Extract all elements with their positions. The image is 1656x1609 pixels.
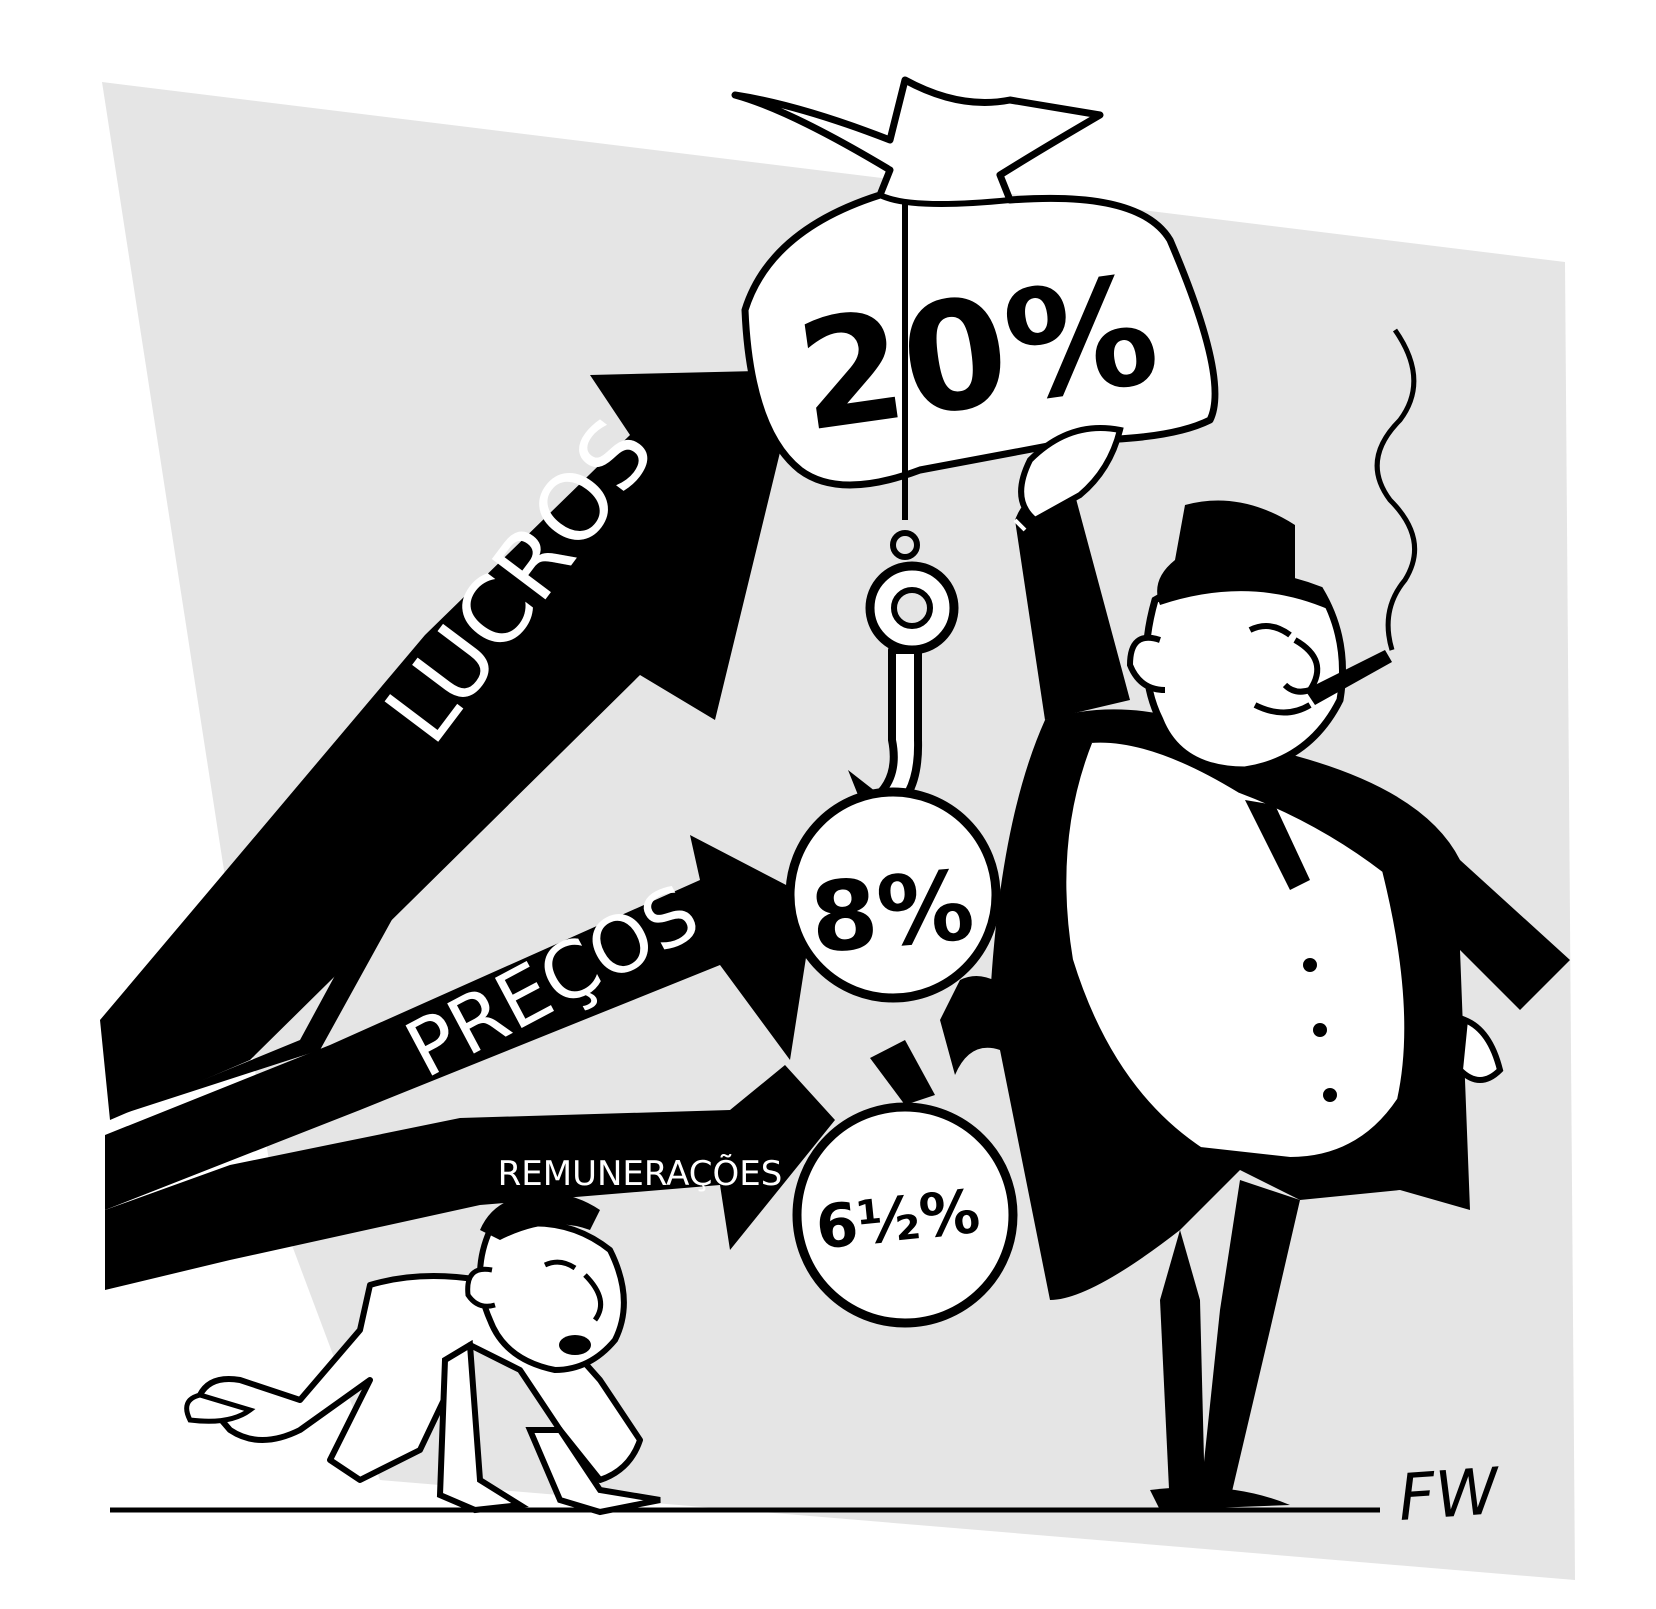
remuneracoes-arrow — [105, 1065, 835, 1290]
worker-figure — [184, 1194, 661, 1516]
remuneracoes-label: REMUNERAÇÕES — [498, 1153, 783, 1194]
hook — [856, 561, 959, 825]
lucros-arrow — [100, 370, 800, 1120]
capitalist-figure — [940, 328, 1570, 1510]
artist-signature: FW — [1396, 1455, 1504, 1536]
price-weight-value: 8% — [806, 849, 978, 975]
precos-arrow — [105, 835, 815, 1210]
money-bag — [731, 76, 1219, 560]
price-weight — [785, 770, 1001, 1003]
wage-weight-value: 6½% — [813, 1177, 983, 1264]
wage-weight — [792, 1040, 1018, 1328]
